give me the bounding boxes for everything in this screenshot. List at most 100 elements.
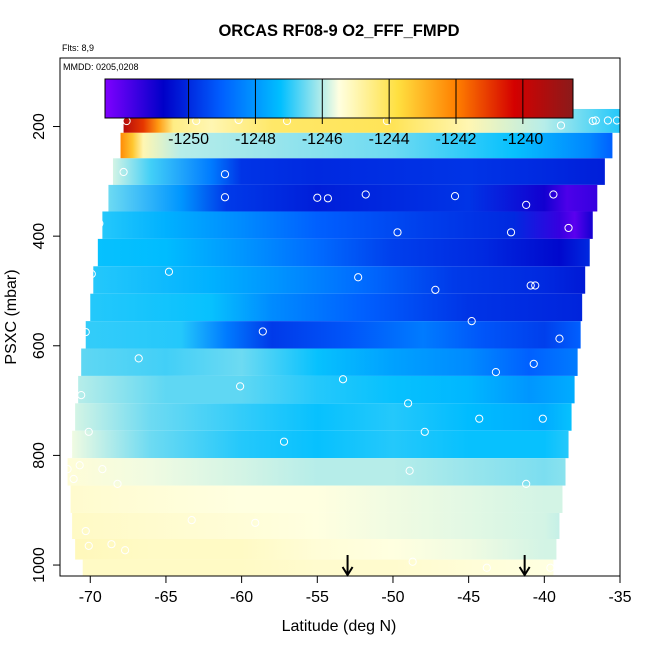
sample-point xyxy=(84,427,93,436)
sample-point xyxy=(393,228,402,237)
sample-point xyxy=(279,437,289,446)
x-tick-label: -35 xyxy=(608,589,631,606)
heatmap-row xyxy=(72,430,569,459)
heatmap-row xyxy=(108,184,598,212)
x-tick-label: -50 xyxy=(381,589,404,606)
y-tick-label: 200 xyxy=(31,113,48,140)
sample-point xyxy=(81,526,90,536)
sample-point xyxy=(354,273,363,282)
sample-point xyxy=(75,461,84,470)
x-axis: -70 -65 -60 -55 -50 -45 -40 -35 xyxy=(79,576,632,606)
sample-point xyxy=(251,518,260,527)
dates-annotation: MMDD: 0205,0208 xyxy=(63,62,139,72)
sample-point xyxy=(529,359,538,368)
sample-point xyxy=(134,354,143,363)
heatmap-row xyxy=(97,238,590,267)
x-tick-label: -40 xyxy=(533,589,556,606)
arrow-head xyxy=(341,566,354,577)
y-axis: 200 400 600 800 1000 xyxy=(31,113,60,583)
sample-point xyxy=(69,474,78,484)
y-tick-label: 1000 xyxy=(31,547,48,583)
latitude-arrows xyxy=(341,555,531,577)
colorbar-tick-label: -1242 xyxy=(436,131,477,148)
heatmap-row xyxy=(82,559,554,576)
sample-point xyxy=(81,327,90,337)
sample-point xyxy=(338,375,348,384)
colorbar-tick-label: -1248 xyxy=(235,131,276,148)
colorbar-ticks: -1250 -1248 -1246 -1244 -1242 -1240 xyxy=(168,79,543,148)
heatmap-row xyxy=(120,132,613,159)
sample-point xyxy=(591,116,600,125)
sample-point xyxy=(107,540,116,549)
sample-point xyxy=(549,190,558,199)
x-tick-label: -60 xyxy=(230,589,253,606)
heatmap-row xyxy=(85,321,581,349)
colorbar: -1250 -1248 -1246 -1244 -1242 -1240 xyxy=(104,78,574,148)
heatmap-row xyxy=(78,375,575,404)
sample-point xyxy=(63,532,72,542)
heatmap-row xyxy=(112,158,605,185)
sample-point xyxy=(603,116,612,125)
sample-point xyxy=(187,515,196,525)
sample-point xyxy=(522,200,531,210)
flights-annotation: Flts: 8,9 xyxy=(62,43,94,53)
plot-frame xyxy=(59,57,621,577)
colorbar-tick-label: -1240 xyxy=(502,131,543,148)
sample-point xyxy=(420,427,429,436)
sample-point xyxy=(220,193,230,202)
sample-point xyxy=(491,367,500,377)
sample-point xyxy=(555,334,564,343)
sample-point xyxy=(119,167,128,177)
colorbar-gradient xyxy=(104,78,574,119)
sample-point xyxy=(564,223,573,233)
sample-point xyxy=(95,219,104,228)
sample-point xyxy=(431,285,440,294)
sample-point xyxy=(323,194,332,203)
sample-point xyxy=(258,327,267,336)
heatmap-row xyxy=(70,485,563,513)
heatmap-row xyxy=(75,403,572,431)
colorbar-tick-label: -1246 xyxy=(302,131,343,148)
sample-point xyxy=(522,479,531,489)
heatmap-row xyxy=(81,348,578,376)
sample-point xyxy=(467,317,476,326)
sample-point xyxy=(506,228,516,237)
heatmap-row xyxy=(67,458,566,486)
y-tick-label: 600 xyxy=(31,332,48,359)
heatmap-row xyxy=(75,539,557,560)
y-tick-label: 400 xyxy=(31,223,48,250)
sample-point xyxy=(87,269,96,279)
sample-point xyxy=(526,281,535,290)
sample-point xyxy=(531,281,540,290)
sample-point xyxy=(408,557,417,566)
sample-point xyxy=(482,563,491,572)
sample-point xyxy=(220,170,230,179)
x-axis-label: Latitude (deg N) xyxy=(282,618,397,635)
sample-point xyxy=(361,190,370,199)
sample-point xyxy=(120,546,130,555)
colorbar-tick-label: -1250 xyxy=(168,131,209,148)
sample-point xyxy=(77,391,86,400)
x-tick-label: -70 xyxy=(79,589,102,606)
sample-point xyxy=(113,479,122,489)
sample-point xyxy=(236,382,245,391)
heatmap-row xyxy=(90,293,583,322)
colorbar-tick-label: -1244 xyxy=(369,131,410,148)
x-tick-label: -65 xyxy=(154,589,177,606)
sample-point xyxy=(164,267,174,276)
heatmap-rows xyxy=(67,108,620,576)
sample-point xyxy=(588,116,597,126)
sample-point xyxy=(84,541,93,550)
sample-point xyxy=(98,465,107,474)
arrow-head xyxy=(518,566,531,577)
y-axis-label: PSXC (mbar) xyxy=(3,269,20,364)
heatmap-row xyxy=(93,266,586,294)
sample-point xyxy=(450,192,460,201)
sample-point xyxy=(538,414,547,423)
sample-point xyxy=(546,563,555,572)
y-tick-label: 800 xyxy=(31,442,48,469)
sample-point xyxy=(404,399,413,408)
heatmap-row xyxy=(72,512,560,539)
sample-point xyxy=(313,193,322,202)
